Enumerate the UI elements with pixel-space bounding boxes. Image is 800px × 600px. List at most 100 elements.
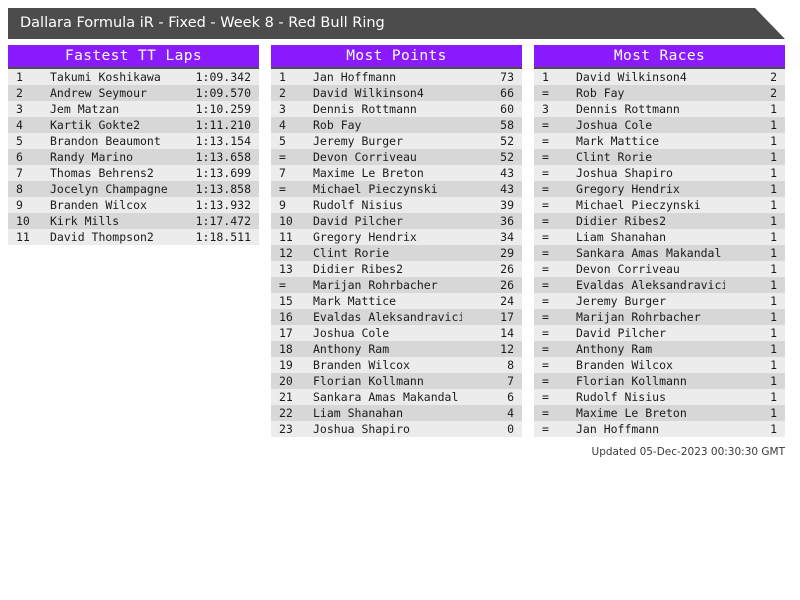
row-position: 2 bbox=[279, 86, 286, 100]
row-driver-name: Mark Mattice bbox=[313, 294, 397, 308]
row-position: = bbox=[542, 294, 549, 308]
row-position: = bbox=[542, 214, 549, 228]
table-row: = Maxime Le Breton 1 bbox=[534, 405, 785, 421]
row-value: 2 bbox=[770, 70, 777, 84]
table-row: = Sankara Amas Makandal 1 bbox=[534, 245, 785, 261]
row-value: 1 bbox=[770, 166, 777, 180]
updated-timestamp: Updated 05-Dec-2023 00:30:30 GMT bbox=[591, 446, 785, 458]
table-row: = Anthony Ram 1 bbox=[534, 341, 785, 357]
row-value: 1:13.658 bbox=[195, 150, 251, 164]
row-position: 8 bbox=[16, 182, 23, 196]
row-driver-name: Florian Kollmann bbox=[576, 374, 687, 388]
table-row: 12 Clint Rorie 29 bbox=[271, 245, 522, 261]
row-driver-name: Anthony Ram bbox=[313, 342, 390, 356]
row-position: 1 bbox=[279, 70, 286, 84]
table-row: 5 Brandon Beaumont 1:13.154 bbox=[8, 133, 259, 149]
row-position: = bbox=[542, 198, 549, 212]
row-driver-name: Florian Kollmann bbox=[313, 374, 424, 388]
row-position: = bbox=[542, 246, 549, 260]
row-value: 1:09.342 bbox=[195, 70, 251, 84]
row-value: 1 bbox=[770, 422, 777, 436]
row-position: 19 bbox=[279, 358, 293, 372]
row-position: 4 bbox=[279, 118, 286, 132]
row-value: 24 bbox=[500, 294, 514, 308]
row-value: 1 bbox=[770, 326, 777, 340]
row-position: 5 bbox=[16, 134, 23, 148]
table-row: 8 Jocelyn Champagne 1:13.858 bbox=[8, 181, 259, 197]
row-driver-name: Anthony Ram bbox=[576, 342, 653, 356]
row-position: = bbox=[542, 182, 549, 196]
panel-most-races: Most Races 1 David Wilkinson4 2 = Rob Fay 2 3 D… bbox=[534, 45, 785, 437]
row-driver-name: Andrew Seymour bbox=[50, 86, 147, 100]
row-value: 1 bbox=[770, 102, 777, 116]
table-row: 10 David Pilcher 36 bbox=[271, 213, 522, 229]
row-driver-name: Rob Fay bbox=[576, 86, 625, 100]
row-driver-name: Branden Wilcox bbox=[50, 198, 147, 212]
row-driver-name: Evaldas Aleksandravicius bbox=[576, 278, 725, 292]
row-value: 26 bbox=[500, 262, 514, 276]
row-position: 13 bbox=[279, 262, 293, 276]
table-row: 7 Maxime Le Breton 43 bbox=[271, 165, 522, 181]
row-position: 11 bbox=[16, 230, 30, 244]
row-value: 52 bbox=[500, 150, 514, 164]
table-row: 10 Kirk Mills 1:17.472 bbox=[8, 213, 259, 229]
row-position: 5 bbox=[279, 134, 286, 148]
table-row: 23 Joshua Shapiro 0 bbox=[271, 421, 522, 437]
row-driver-name: Kirk Mills bbox=[50, 214, 120, 228]
row-driver-name: Joshua Cole bbox=[313, 326, 390, 340]
row-position: 16 bbox=[279, 310, 293, 324]
panel-most-points: Most Points 1 Jan Hoffmann 73 2 David Wilkin… bbox=[271, 45, 522, 437]
row-position: = bbox=[542, 310, 549, 324]
row-position: 21 bbox=[279, 390, 293, 404]
row-position: = bbox=[542, 230, 549, 244]
row-value: 1:11.210 bbox=[195, 118, 251, 132]
row-value: 39 bbox=[500, 198, 514, 212]
row-position: 11 bbox=[279, 230, 293, 244]
row-value: 1 bbox=[770, 374, 777, 388]
table-row: 17 Joshua Cole 14 bbox=[271, 325, 522, 341]
row-value: 8 bbox=[507, 358, 514, 372]
row-driver-name: Brandon Beaumont bbox=[50, 134, 161, 148]
row-value: 26 bbox=[500, 278, 514, 292]
row-position: 22 bbox=[279, 406, 293, 420]
row-position: = bbox=[542, 150, 549, 164]
row-value: 29 bbox=[500, 246, 514, 260]
table-row: 22 Liam Shanahan 4 bbox=[271, 405, 522, 421]
row-driver-name: David Wilkinson4 bbox=[313, 86, 424, 100]
table-row: 15 Mark Mattice 24 bbox=[271, 293, 522, 309]
row-value: 1 bbox=[770, 294, 777, 308]
table-row: 4 Kartik Gokte2 1:11.210 bbox=[8, 117, 259, 133]
row-driver-name: Jan Hoffmann bbox=[576, 422, 660, 436]
table-row: = Gregory Hendrix 1 bbox=[534, 181, 785, 197]
table-row: = David Pilcher 1 bbox=[534, 325, 785, 341]
row-driver-name: Michael Pieczynski bbox=[576, 198, 701, 212]
row-value: 2 bbox=[770, 86, 777, 100]
row-position: = bbox=[542, 262, 549, 276]
row-value: 1 bbox=[770, 390, 777, 404]
row-value: 43 bbox=[500, 182, 514, 196]
row-value: 1:13.154 bbox=[195, 134, 251, 148]
row-driver-name: Marijan Rohrbacher bbox=[576, 310, 701, 324]
table-row: 21 Sankara Amas Makandal 6 bbox=[271, 389, 522, 405]
table-row: = Devon Corriveau 52 bbox=[271, 149, 522, 165]
row-driver-name: Dennis Rottmann bbox=[576, 102, 680, 116]
table-row: 20 Florian Kollmann 7 bbox=[271, 373, 522, 389]
row-value: 58 bbox=[500, 118, 514, 132]
row-value: 1 bbox=[770, 342, 777, 356]
row-driver-name: Michael Pieczynski bbox=[313, 182, 438, 196]
row-value: 0 bbox=[507, 422, 514, 436]
panel-header: Most Races bbox=[534, 45, 785, 69]
row-value: 60 bbox=[500, 102, 514, 116]
row-value: 12 bbox=[500, 342, 514, 356]
row-position: 1 bbox=[16, 70, 23, 84]
table-row: 2 Andrew Seymour 1:09.570 bbox=[8, 85, 259, 101]
row-driver-name: Didier Ribes2 bbox=[313, 262, 404, 276]
panel-fastest-tt-laps: Fastest TT Laps 1 Takumi Koshikawa 1:09.34… bbox=[8, 45, 259, 245]
row-driver-name: Thomas Behrens2 bbox=[50, 166, 154, 180]
row-driver-name: Sankara Amas Makandal bbox=[576, 246, 722, 260]
table-row: = Michael Pieczynski 1 bbox=[534, 197, 785, 213]
row-value: 1:09.570 bbox=[195, 86, 251, 100]
row-position: 10 bbox=[16, 214, 30, 228]
table-row: 18 Anthony Ram 12 bbox=[271, 341, 522, 357]
table-row: 2 David Wilkinson4 66 bbox=[271, 85, 522, 101]
